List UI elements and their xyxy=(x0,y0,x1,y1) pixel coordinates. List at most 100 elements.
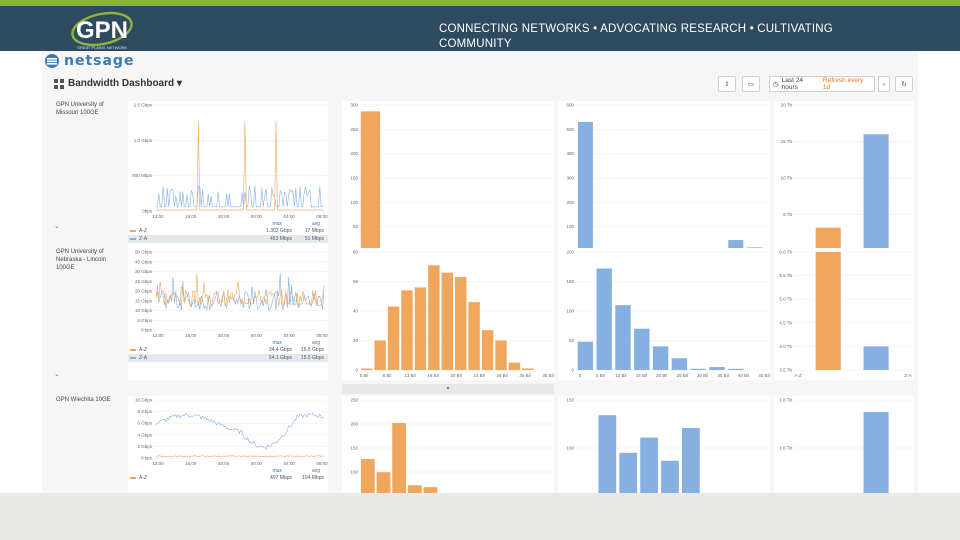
y-tick-label: 150 xyxy=(566,398,574,403)
row-collapse-icon: ⌄ xyxy=(54,371,60,378)
y-tick-label: 40 xyxy=(353,309,359,314)
x-tick-label: 5 Bil xyxy=(596,373,605,378)
x-tick-label: 25 Bil xyxy=(677,373,688,378)
accent-bar xyxy=(0,0,960,6)
histogram-bar xyxy=(690,368,706,370)
x-tick-label: 04:00 xyxy=(284,333,296,338)
legend-item[interactable]: A-Z 497 Mbps 104 Mbps xyxy=(128,474,328,482)
histogram-bar xyxy=(577,122,593,252)
y-tick-label: 2 Gbps xyxy=(137,444,152,449)
y-tick-label: 0 xyxy=(355,368,358,373)
y-tick-label: 50 Gbps xyxy=(135,250,153,255)
dashboard-title[interactable]: Bandwidth Dashboard ▾ xyxy=(68,78,182,89)
y-tick-label: 150 xyxy=(350,446,358,451)
histogram-bar xyxy=(360,459,375,493)
x-tick-label: 35 Bil xyxy=(542,373,553,378)
row-collapse-icon: ⌄ xyxy=(54,223,60,230)
x-tick-label: 8 Bil xyxy=(383,373,392,378)
y-tick-label: 5 Gbps xyxy=(137,318,152,323)
y-tick-label: 80 xyxy=(353,250,359,255)
histogram-bar xyxy=(522,368,534,370)
dashboard-title-text: Bandwidth Dashboard xyxy=(68,78,175,89)
histogram-panel-1: 3002502001501005000200 Mil400 Mil600 Mil… xyxy=(342,101,554,261)
legend-swatch xyxy=(130,230,136,232)
y-tick-label: 50 xyxy=(353,224,359,229)
x-tick-label: 00:00 xyxy=(251,333,263,338)
histogram-bar xyxy=(495,340,507,370)
x-tick-label: 0 xyxy=(579,373,582,378)
legend-avg-value: 15.5 Gbps xyxy=(300,355,324,361)
legend-item[interactable]: Z-A 54.1 Gbps 15.5 Gbps xyxy=(128,354,328,362)
histogram-bar xyxy=(361,368,373,370)
y-tick-label: 3.5 Tb xyxy=(779,368,792,373)
y-tick-label: 10 Gbps xyxy=(135,398,153,403)
x-tick-label: 30 Bil xyxy=(519,373,530,378)
row-title: GPN University of Missouri 100GE xyxy=(56,102,104,116)
grid-icon[interactable] xyxy=(54,79,64,89)
legend-item[interactable]: A-Z 1.302 Gbps 17 Mbps xyxy=(128,227,328,235)
x-tick-label: 23 Bil xyxy=(473,373,484,378)
share-button[interactable]: ⇪ xyxy=(718,76,736,92)
legend-swatch xyxy=(130,349,136,351)
y-tick-label: 250 xyxy=(350,398,358,403)
legend-series-name: A-Z xyxy=(139,475,148,481)
y-tick-label: 150 xyxy=(566,279,574,284)
time-range-picker[interactable]: ◷ Last 24 hours Refresh every 1d xyxy=(769,76,875,92)
histogram-bar xyxy=(661,460,679,493)
legend-avg-header: avg xyxy=(311,221,320,227)
histogram-bar xyxy=(508,362,521,370)
y-tick-label: 30 Gbps xyxy=(135,269,153,274)
y-tick-label: 0 xyxy=(571,368,574,373)
legend-item[interactable]: A-Z 34.4 Gbps 16.5 Gbps xyxy=(128,346,328,354)
legend-avg-value: 16.5 Gbps xyxy=(300,347,324,353)
y-tick-label: 1.8 Tb xyxy=(779,398,792,403)
chevron-down-icon: ▾ xyxy=(176,78,182,89)
refresh-button[interactable]: ↻ xyxy=(895,76,913,92)
histogram-bar xyxy=(728,240,744,251)
y-tick-label: 4 Gbps xyxy=(137,432,152,437)
legend-avg-header: avg xyxy=(311,468,320,474)
legend-item[interactable]: Z-A 453 Mbps 51 Mbps xyxy=(128,235,328,243)
histogram-bar xyxy=(392,423,407,493)
y-tick-label: 100 xyxy=(350,470,358,475)
zoom-out-button[interactable]: ‹ xyxy=(878,76,890,92)
series-line-z-a xyxy=(156,185,324,208)
gpn-logo-subtext: GREAT PLAINS NETWORK xyxy=(77,45,128,50)
y-tick-label: 200 xyxy=(566,200,574,205)
histogram-bar xyxy=(619,452,638,493)
histogram-panel-2: 60050040030020010000100 Mil200 Mil300 Mi… xyxy=(558,101,771,261)
totals-bar xyxy=(863,134,889,251)
y-tick-label: 20 Gbps xyxy=(135,289,153,294)
x-tick-label: 08:00 xyxy=(316,333,328,338)
time-range-label: Last 24 hours xyxy=(781,77,803,91)
y-tick-label: 300 xyxy=(566,176,574,181)
gridlines xyxy=(794,104,912,252)
series-line-z-a xyxy=(155,412,325,450)
x-tick-label: 04:00 xyxy=(284,461,296,466)
y-tick-label: 6 Gbps xyxy=(137,421,152,426)
monitor-button[interactable]: ▭ xyxy=(742,76,760,92)
histogram-chart-1: 80 60 40 20 05 Bil 8 Bil 13 Bil 16 Bil 20 Bil 23 … xyxy=(353,250,554,379)
x-tick-label: 12:00 xyxy=(152,333,164,338)
tagline: CONNECTING NETWORKS • ADVOCATING RESEARC… xyxy=(439,23,833,50)
timeseries-panel: 50 Gbps 40 Gbps 30 Gbps 25 Gbps 20 Gbps 15 Gb… xyxy=(128,248,328,380)
y-tick-label: 0 bps xyxy=(141,456,153,461)
x-tick-label: A-Z xyxy=(794,373,802,378)
legend-max-value: 1.302 Gbps xyxy=(266,228,292,234)
y-tick-label: 100 xyxy=(566,309,574,314)
histogram-panel-2: 200 150 100 50 0 0 5 Bil 10 Bil 15 Bil 20 Bil 25 B… xyxy=(558,248,770,380)
x-tick-label: 15 Bil xyxy=(636,373,647,378)
histogram-bar xyxy=(577,341,594,370)
legend-swatch xyxy=(130,357,136,359)
x-tick-label: 16:00 xyxy=(185,461,197,466)
histogram-bar xyxy=(423,487,438,493)
gridlines xyxy=(360,399,552,473)
y-tick-label: 8 Gbps xyxy=(137,409,152,414)
histogram-bar xyxy=(468,302,480,370)
x-tick-label: 00:00 xyxy=(251,461,263,466)
gridlines xyxy=(794,399,912,449)
gpn-logo: GPN GREAT PLAINS NETWORK xyxy=(62,10,142,52)
gridlines xyxy=(360,104,552,252)
row-title: GPN Wiechita 10GE xyxy=(56,397,111,403)
